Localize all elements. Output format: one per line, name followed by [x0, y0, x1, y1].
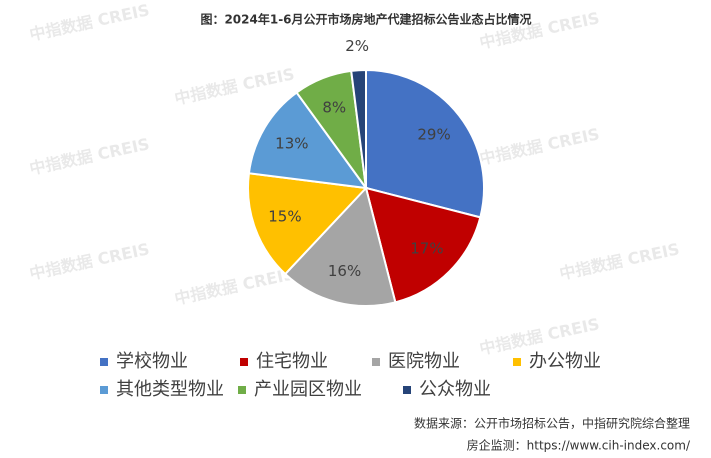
data-label: 2%	[345, 37, 369, 55]
pie-slice	[364, 186, 482, 304]
legend-label: 产业园区物业	[254, 379, 362, 400]
legend-swatch	[100, 386, 108, 394]
pie-slice	[247, 172, 369, 276]
data-label: 17%	[410, 239, 443, 257]
pie-slice	[247, 91, 369, 190]
source-note: 数据来源：公开市场招标公告，中指研究院综合整理	[414, 416, 690, 431]
data-label: 16%	[328, 262, 361, 280]
legend-swatch	[240, 358, 248, 366]
watermark: 中指数据 CREIS	[173, 264, 296, 308]
pie-slice	[350, 68, 367, 189]
data-label: 8%	[322, 98, 346, 116]
legend-label: 办公物业	[529, 351, 601, 372]
watermark: 中指数据 CREIS	[28, 0, 151, 44]
pie-slice	[283, 185, 397, 307]
legend-swatch	[100, 358, 108, 366]
chart-title: 图：2024年1-6月公开市场房地产代建招标公告业态占比情况	[200, 12, 531, 27]
monitor-note: 房企监测：https://www.cih-index.com/	[467, 438, 691, 453]
watermark: 中指数据 CREIS	[173, 64, 296, 108]
data-label: 29%	[417, 126, 450, 144]
data-label: 13%	[275, 135, 308, 153]
watermark: 中指数据 CREIS	[558, 239, 681, 283]
legend-label: 其他类型物业	[116, 379, 224, 400]
data-label: 15%	[268, 208, 301, 226]
legend-label: 学校物业	[116, 351, 188, 372]
legend-swatch	[513, 358, 521, 366]
watermark: 中指数据 CREIS	[28, 134, 151, 178]
pie-slice	[365, 68, 485, 219]
pie: 29% 17% 16% 15% 13% 8% 2%	[247, 37, 485, 307]
legend-swatch	[403, 386, 411, 394]
watermark: 中指数据 CREIS	[478, 124, 601, 168]
legend-swatch	[372, 358, 380, 366]
legend-label: 医院物业	[388, 351, 460, 372]
watermark: 中指数据 CREIS	[28, 239, 151, 283]
legend-label: 公众物业	[419, 379, 491, 400]
legend-label: 住宅物业	[256, 351, 328, 372]
legend-swatch	[238, 386, 246, 394]
